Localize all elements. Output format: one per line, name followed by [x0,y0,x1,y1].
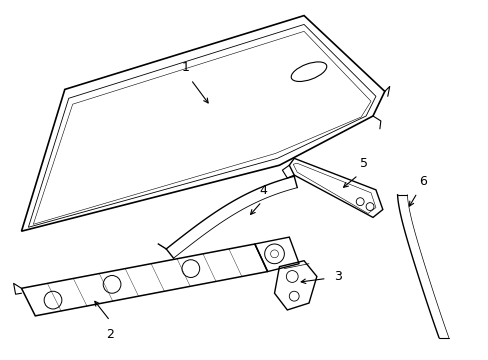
Text: 2: 2 [106,328,114,341]
Text: 3: 3 [333,270,341,283]
Text: 1: 1 [182,61,189,74]
Text: 4: 4 [259,184,267,197]
Text: 5: 5 [360,157,367,170]
Text: 6: 6 [418,175,426,188]
